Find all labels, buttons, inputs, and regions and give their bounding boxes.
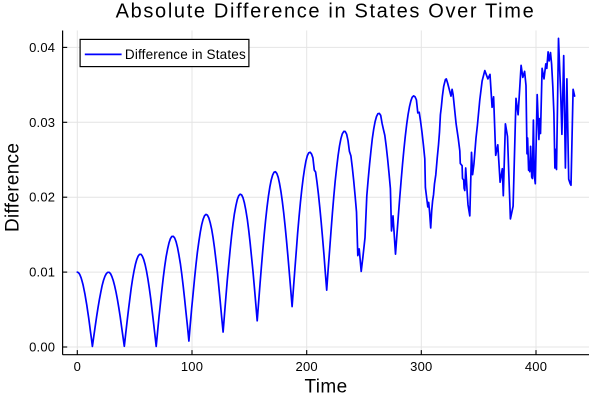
svg-text:100: 100: [181, 359, 203, 374]
svg-text:400: 400: [525, 359, 547, 374]
svg-text:0.03: 0.03: [29, 115, 55, 130]
svg-text:0.01: 0.01: [29, 265, 55, 280]
svg-text:300: 300: [410, 359, 432, 374]
svg-text:Difference: Difference: [3, 143, 24, 232]
svg-text:0: 0: [74, 359, 81, 374]
svg-text:0.00: 0.00: [29, 340, 55, 355]
svg-text:Absolute Difference in States: Absolute Difference in States Over Time: [116, 1, 536, 23]
svg-text:Difference in States: Difference in States: [125, 47, 246, 62]
svg-text:200: 200: [296, 359, 318, 374]
svg-text:0.02: 0.02: [29, 190, 55, 205]
svg-text:0.04: 0.04: [29, 40, 55, 55]
svg-text:Time: Time: [304, 377, 347, 398]
